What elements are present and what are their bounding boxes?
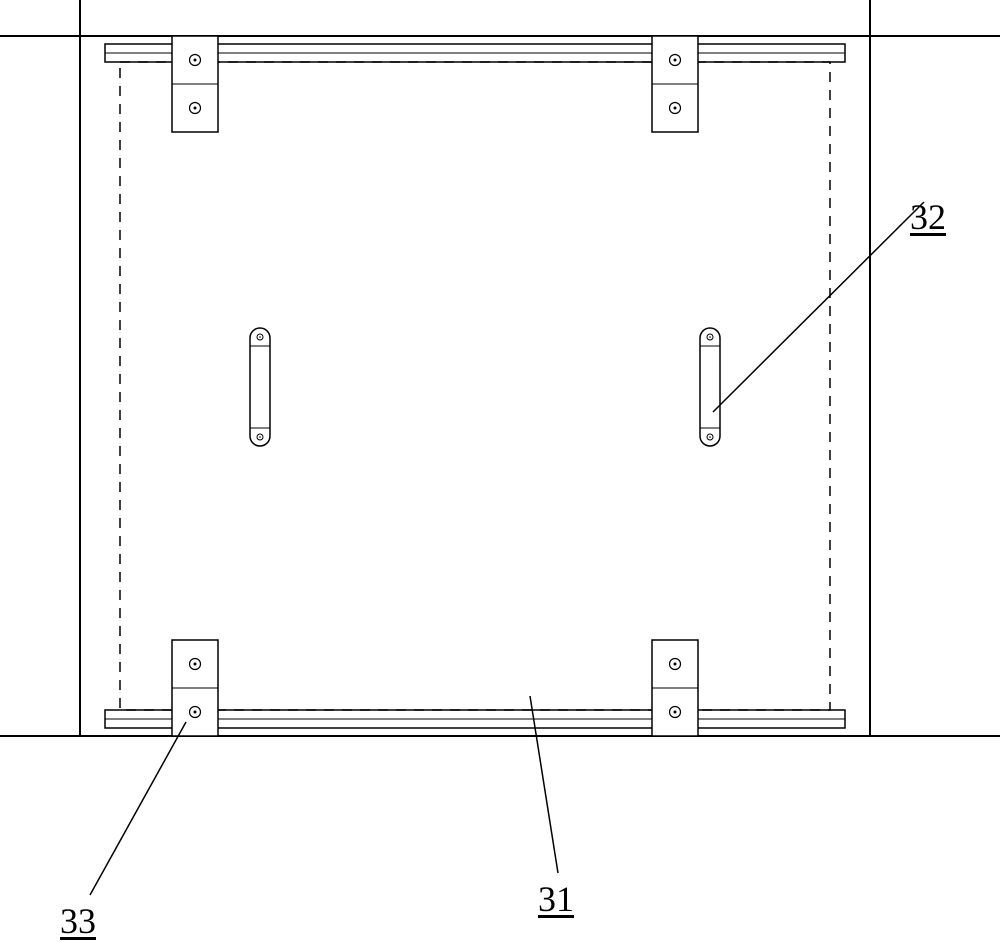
label-33: 33 [60,900,96,942]
label-31: 31 [538,878,574,920]
label-32: 32 [910,196,946,238]
technical-diagram: 31 32 33 [0,0,1000,931]
diagram-svg [0,0,1000,931]
